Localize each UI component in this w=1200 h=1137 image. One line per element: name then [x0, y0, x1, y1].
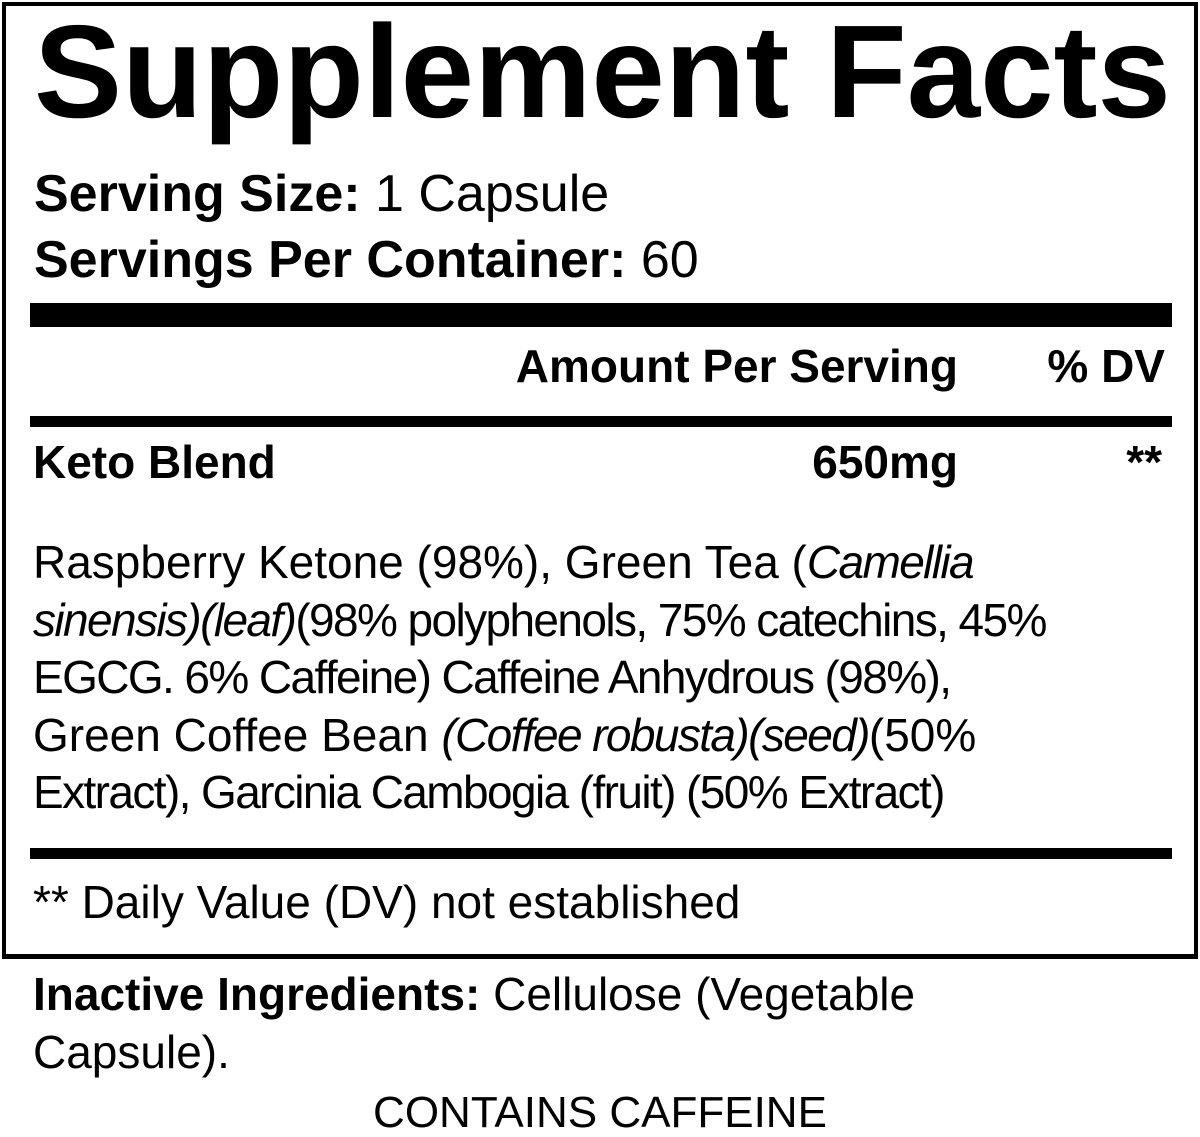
ingredients-line: EGCG. 6% Caffeine) Caffeine Anhydrous (9…: [33, 651, 952, 703]
amount-per-serving-header: Amount Per Serving: [515, 340, 958, 392]
ingredient-text: Green Coffee Bean: [33, 708, 442, 761]
ingredient-text: Extract),: [33, 766, 191, 818]
ingredients-line: Raspberry Ketone (98%), Green Tea (Camel…: [33, 536, 975, 588]
supplement-facts-panel: [2, 2, 1198, 959]
inactive-label: Inactive Ingredients:: [33, 968, 481, 1020]
ingredients-line: sinensis)(leaf)(98% polyphenols, 75% cat…: [33, 593, 1047, 646]
ingredients-line: Extract), Garcinia Cambogia (fruit) (50%…: [33, 766, 945, 818]
panel-title: Supplement Facts: [34, 0, 1171, 145]
divider: [30, 848, 1172, 859]
divider: [30, 416, 1172, 427]
ingredient-text: Raspberry Ketone (98%), Green Tea (: [33, 536, 807, 588]
ingredient-text: (Coffee robusta)(seed): [441, 708, 870, 761]
ingredients-line: Green Coffee Bean (Coffee robusta)(seed)…: [33, 712, 976, 758]
servings-per-container: Servings Per Container: 60: [34, 234, 699, 286]
ingredient-text: EGCG. 6% Caffeine): [33, 651, 432, 703]
inactive-value: Cellulose (Vegetable: [480, 968, 916, 1020]
ingredient-text: (98% polyphenols, 75% catechins, 45%: [295, 593, 1047, 646]
dv-header: % DV: [1047, 340, 1165, 392]
thick-divider: [30, 303, 1172, 327]
blend-amount: 650mg: [812, 436, 958, 488]
serving-size: Serving Size: 1 Capsule: [34, 168, 609, 220]
blend-name: Keto Blend: [33, 436, 276, 488]
servings-per-container-label: Servings Per Container:: [34, 231, 627, 289]
blend-dv: **: [1126, 436, 1162, 488]
ingredient-text: Caffeine Anhydrous (98%),: [430, 651, 952, 703]
ingredient-text: Garcinia Cambogia (fruit) (50% Extract): [189, 766, 945, 818]
ingredient-text: Camellia: [806, 536, 975, 588]
servings-per-container-value: 60: [640, 231, 699, 289]
ingredient-text: (50%: [868, 708, 977, 761]
caffeine-warning: CONTAINS CAFFEINE: [373, 1088, 827, 1137]
serving-size-value: 1 Capsule: [375, 165, 610, 223]
serving-size-label: Serving Size:: [34, 165, 361, 223]
dv-footnote: ** Daily Value (DV) not established: [33, 876, 741, 928]
inactive-ingredients: Inactive Ingredients: Cellulose (Vegetab…: [33, 971, 915, 1017]
ingredient-text: sinensis)(leaf): [33, 593, 297, 646]
inactive-ingredients-cont: Capsule).: [33, 1026, 230, 1078]
